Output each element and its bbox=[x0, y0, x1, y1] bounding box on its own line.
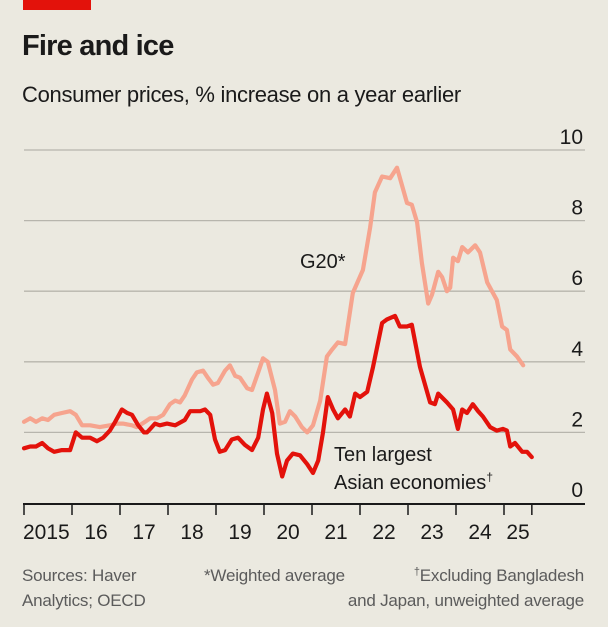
sources-note: Sources: Haver Analytics; OECD bbox=[22, 563, 146, 613]
x-tick-label-20: 20 bbox=[276, 521, 299, 544]
series-label-asian-text: Asian economies bbox=[334, 472, 486, 494]
x-tick-label-22: 22 bbox=[372, 521, 395, 544]
series-label-asian-line1: Ten largest bbox=[334, 444, 432, 466]
x-tick-label-21: 21 bbox=[324, 521, 347, 544]
footnote-excluding-line1: Excluding Bangladesh bbox=[419, 566, 584, 585]
y-tick-label-2: 2 bbox=[571, 408, 583, 431]
x-tick-label-25: 25 bbox=[506, 521, 529, 544]
x-tick-label-2015: 2015 bbox=[23, 521, 70, 544]
y-tick-label-4: 4 bbox=[571, 338, 583, 361]
y-tick-label-10: 10 bbox=[560, 126, 583, 149]
footnote-excluding-line2: and Japan, unweighted average bbox=[347, 591, 584, 610]
footnote-dagger: † bbox=[413, 566, 420, 578]
y-tick-label-0: 0 bbox=[571, 479, 583, 502]
series-label-asian-line2: Asian economies† bbox=[334, 470, 493, 494]
series-line-g20 bbox=[21, 165, 526, 435]
sources-line2: Analytics; OECD bbox=[22, 591, 146, 610]
footnote-excluding: †Excluding Bangladesh and Japan, unweigh… bbox=[348, 563, 584, 613]
series-label-g20: G20* bbox=[300, 251, 346, 273]
y-tick-label-8: 8 bbox=[571, 197, 583, 220]
x-tick-label-24: 24 bbox=[468, 521, 492, 544]
x-tick-label-16: 16 bbox=[84, 521, 107, 544]
x-tick-label-19: 19 bbox=[228, 521, 251, 544]
x-tick-label-23: 23 bbox=[420, 521, 443, 544]
sources-line1: Sources: Haver bbox=[22, 566, 137, 585]
chart-subtitle: Consumer prices, % increase on a year ea… bbox=[22, 82, 461, 107]
y-tick-label-6: 6 bbox=[571, 267, 583, 290]
brand-red-bar bbox=[23, 0, 91, 10]
footnote-weighted: *Weighted average bbox=[204, 566, 345, 585]
x-tick-label-18: 18 bbox=[180, 521, 203, 544]
series-line-asian bbox=[21, 313, 534, 479]
chart-title: Fire and ice bbox=[22, 30, 174, 62]
x-tick-label-17: 17 bbox=[132, 521, 155, 544]
series-label-asian-mark: † bbox=[486, 470, 493, 484]
